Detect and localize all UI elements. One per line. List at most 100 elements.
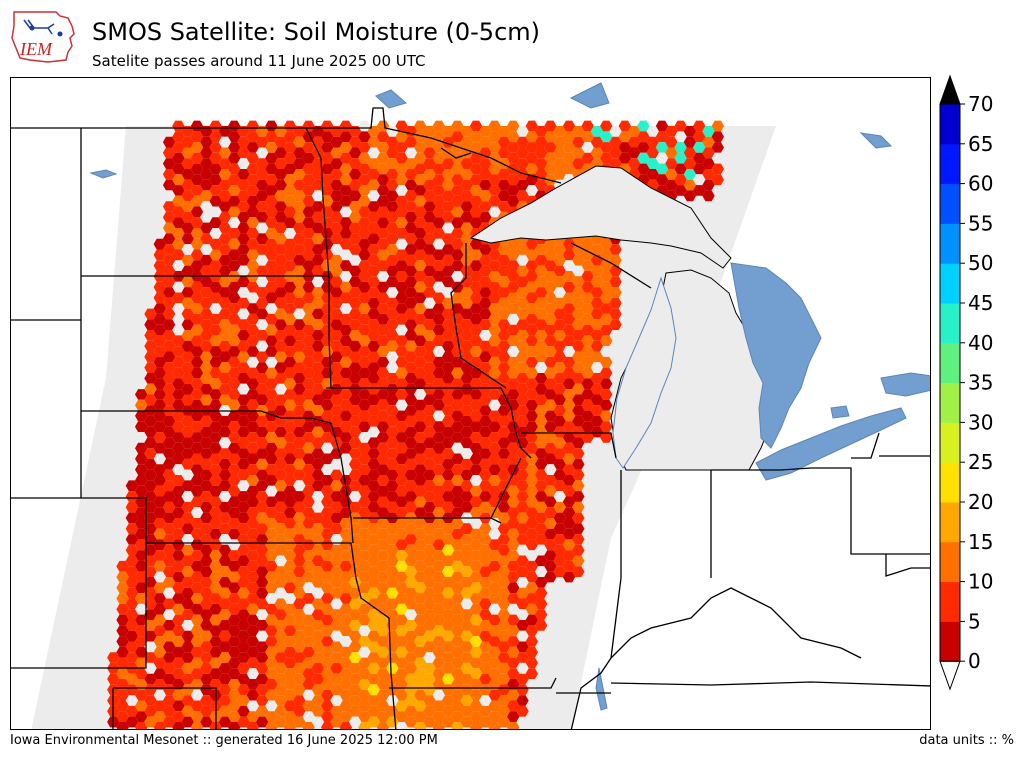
soil-moisture-cell	[228, 195, 241, 207]
soil-moisture-cell	[293, 351, 306, 363]
soil-moisture-cell	[209, 614, 222, 626]
soil-moisture-cell	[255, 587, 269, 599]
soil-moisture-cell	[460, 179, 473, 191]
soil-moisture-cell	[339, 625, 352, 637]
soil-moisture-cell	[600, 249, 613, 261]
soil-moisture-cell	[339, 292, 352, 304]
soil-moisture-cell	[386, 501, 399, 513]
soil-moisture-cell	[348, 126, 362, 137]
soil-moisture-cell	[497, 630, 511, 642]
soil-moisture-cell	[330, 512, 343, 524]
soil-moisture-cell	[525, 260, 538, 271]
soil-moisture-cell	[627, 136, 641, 148]
soil-moisture-cell	[423, 534, 436, 545]
soil-moisture-cell	[376, 625, 390, 637]
soil-moisture-cell	[274, 566, 287, 577]
soil-moisture-cell	[237, 287, 250, 298]
soil-moisture-cell	[497, 383, 511, 395]
soil-moisture-cell	[488, 303, 501, 314]
soil-moisture-cell	[488, 271, 501, 282]
soil-moisture-cell	[562, 432, 576, 443]
soil-moisture-cell	[404, 716, 418, 728]
soil-moisture-cell	[181, 641, 194, 653]
soil-moisture-cell	[200, 287, 213, 298]
soil-moisture-cell	[451, 185, 464, 196]
soil-moisture-cell	[190, 646, 204, 658]
soil-moisture-cell	[507, 313, 520, 325]
soil-moisture-cell	[200, 136, 213, 148]
soil-moisture-cell	[395, 399, 408, 411]
soil-moisture-cell	[544, 389, 557, 400]
soil-moisture-cell	[451, 603, 464, 615]
soil-moisture-cell	[358, 442, 371, 454]
soil-moisture-cell	[283, 399, 297, 411]
soil-moisture-cell	[218, 695, 232, 706]
soil-moisture-cell	[339, 174, 352, 186]
soil-moisture-cell	[190, 399, 204, 411]
soil-moisture-cell	[302, 324, 315, 336]
soil-moisture-cell	[255, 383, 269, 395]
soil-moisture-cell	[497, 362, 511, 373]
soil-moisture-cell	[488, 668, 501, 679]
soil-moisture-cell	[339, 646, 352, 658]
soil-moisture-cell	[516, 415, 529, 427]
soil-moisture-cell	[135, 614, 148, 626]
soil-moisture-cell	[144, 383, 157, 395]
soil-moisture-cell	[162, 211, 176, 223]
soil-moisture-cell	[451, 389, 464, 400]
soil-moisture-cell	[255, 469, 269, 481]
soil-moisture-cell	[181, 566, 194, 577]
soil-moisture-cell	[404, 501, 418, 513]
soil-moisture-cell	[153, 646, 166, 658]
soil-moisture-cell	[553, 136, 566, 148]
soil-moisture-cell	[200, 684, 213, 696]
soil-moisture-cell	[190, 496, 204, 508]
soil-moisture-cell	[228, 614, 241, 626]
soil-moisture-cell	[423, 555, 436, 567]
soil-moisture-cell	[358, 689, 371, 701]
soil-moisture-cell	[311, 705, 325, 717]
soil-moisture-cell	[135, 410, 148, 422]
soil-moisture-cell	[460, 577, 473, 588]
soil-moisture-cell	[209, 249, 222, 261]
soil-moisture-cell	[395, 614, 408, 626]
soil-moisture-cell	[469, 689, 483, 701]
soil-moisture-cell	[562, 442, 576, 454]
soil-moisture-cell	[534, 566, 548, 577]
soil-moisture-cell	[423, 126, 436, 137]
soil-moisture-cell	[144, 394, 157, 406]
soil-moisture-cell	[479, 523, 492, 535]
soil-moisture-cell	[627, 158, 641, 169]
soil-moisture-cell	[469, 389, 483, 400]
soil-moisture-cell	[469, 485, 483, 497]
soil-moisture-cell	[395, 689, 408, 701]
soil-moisture-cell	[348, 222, 362, 234]
soil-moisture-cell	[479, 437, 492, 449]
soil-moisture-cell	[265, 260, 278, 271]
colorbar-swatch	[940, 502, 960, 543]
soil-moisture-cell	[534, 297, 548, 309]
soil-moisture-cell	[162, 244, 176, 255]
soil-moisture-cell	[441, 609, 455, 620]
soil-moisture-cell	[404, 652, 418, 663]
soil-moisture-cell	[376, 485, 390, 497]
soil-moisture-cell	[293, 158, 306, 169]
soil-moisture-cell	[386, 136, 399, 148]
soil-moisture-cell	[683, 179, 697, 191]
soil-moisture-cell	[348, 136, 362, 148]
soil-moisture-cell	[218, 287, 232, 298]
soil-moisture-cell	[423, 620, 436, 631]
soil-moisture-cell	[153, 571, 166, 583]
soil-moisture-cell	[479, 276, 492, 288]
soil-moisture-cell	[432, 485, 445, 497]
soil-moisture-cell	[162, 394, 176, 406]
soil-moisture-cell	[488, 410, 501, 422]
soil-moisture-cell	[162, 265, 176, 277]
soil-moisture-cell	[404, 297, 418, 309]
soil-moisture-cell	[255, 373, 269, 384]
soil-moisture-cell	[460, 190, 473, 202]
soil-moisture-cell	[246, 679, 259, 690]
soil-moisture-cell	[460, 609, 473, 620]
soil-moisture-cell	[516, 652, 529, 663]
soil-moisture-cell	[330, 244, 343, 255]
